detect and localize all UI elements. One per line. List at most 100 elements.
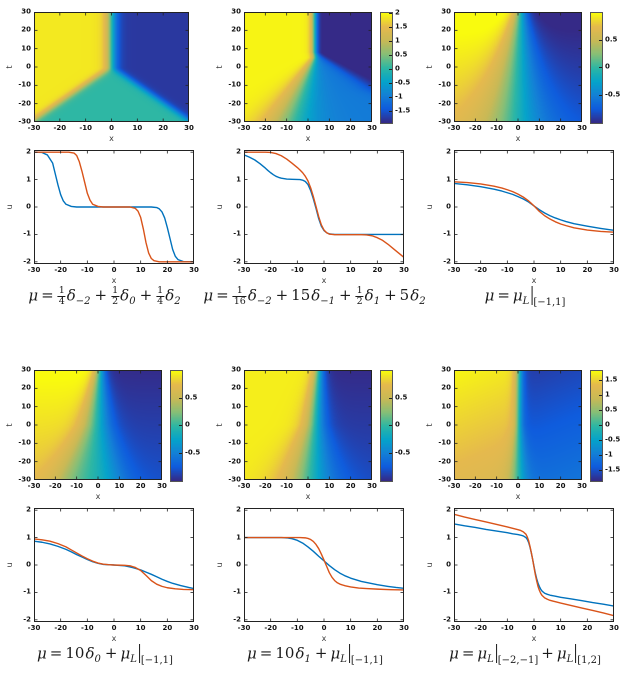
colorbar-canvas bbox=[590, 12, 603, 124]
heatmap-axes bbox=[454, 12, 582, 122]
heatmap-y-tick-label: 20 bbox=[441, 25, 451, 34]
heatmap-x-tick-label: 0 bbox=[515, 124, 521, 132]
line-x-tick-label: 30 bbox=[609, 624, 619, 632]
line-x-tick-label: 20 bbox=[372, 266, 383, 274]
fraction-denominator: 4 bbox=[157, 296, 164, 308]
line-x-tick-label: 0 bbox=[111, 266, 117, 274]
line-x-tick-label: -20 bbox=[264, 266, 277, 274]
heatmap-plot bbox=[454, 370, 582, 480]
caption-subscript: L bbox=[340, 654, 347, 666]
heatmap-y-tick-label: -10 bbox=[18, 80, 31, 89]
colorbar-tick-label: 0 bbox=[605, 420, 610, 429]
heatmap-y-tick-label: -10 bbox=[228, 438, 241, 447]
colorbar-canvas bbox=[170, 370, 183, 482]
colorbar-tick-mark bbox=[599, 454, 602, 456]
heatmap-x-tick-label: 20 bbox=[345, 124, 356, 132]
line-x-tick-label: 10 bbox=[345, 624, 356, 632]
heatmap-y-tick-label: 0 bbox=[446, 62, 451, 71]
line-y-tick-label: -2 bbox=[233, 615, 241, 624]
colorbar-tick-label: 0.5 bbox=[395, 50, 408, 59]
line-plot-svg bbox=[244, 508, 404, 622]
line-x-tick-label: -20 bbox=[264, 624, 277, 632]
series-orange-curve bbox=[34, 538, 194, 591]
line-ylabel: u bbox=[215, 204, 224, 210]
restriction-bar bbox=[348, 644, 350, 663]
colorbar-tick-mark bbox=[389, 13, 392, 15]
colorbar-tick-label: 1 bbox=[605, 390, 610, 399]
colorbar-tick-mark bbox=[599, 425, 602, 426]
caption-operator: + bbox=[339, 286, 352, 305]
caption-symbol: δ bbox=[410, 286, 420, 305]
heatmap-ylabel: t bbox=[5, 65, 14, 69]
colorbar-tick-mark bbox=[599, 67, 602, 68]
caption-symbol: μ bbox=[484, 286, 495, 305]
heatmap-x-tick-label: -30 bbox=[237, 482, 251, 490]
caption-operator: + bbox=[104, 644, 118, 663]
caption-number: 15 bbox=[291, 286, 311, 305]
fraction-numerator: 1 bbox=[111, 285, 120, 298]
heatmap-x-tick-label: 20 bbox=[135, 482, 146, 490]
line-y-tick-label: 0 bbox=[446, 202, 451, 211]
line-x-tick-label: 30 bbox=[399, 624, 409, 632]
heatmap-x-tick-label: -10 bbox=[79, 124, 92, 132]
colorbar-tick-mark bbox=[599, 469, 602, 471]
heatmap-canvas bbox=[244, 12, 372, 122]
line-x-tick-label: 0 bbox=[321, 266, 327, 274]
heatmap-x-tick-label: 10 bbox=[534, 482, 545, 490]
heatmap-x-tick-label: 30 bbox=[157, 482, 167, 490]
panel-caption: μ = 10δ0 + μL [−1,1] bbox=[37, 644, 173, 666]
line-y-tick-label: 0 bbox=[236, 202, 241, 211]
line-x-tick-label: 20 bbox=[582, 266, 593, 274]
line-plot bbox=[454, 150, 614, 264]
line-y-tick-label: 1 bbox=[236, 533, 241, 542]
series-orange-curve bbox=[454, 181, 614, 233]
line-plot bbox=[244, 508, 404, 622]
figure-row-1: -30 -20 -10 0 10 20 30 30 20 10 0 -10 -20 -30 x t -30 -20… bbox=[0, 4, 630, 324]
caption-symbol: μ bbox=[449, 644, 459, 663]
heatmap-y-tick-label: 20 bbox=[21, 383, 31, 392]
heatmap-y-tick-label: 30 bbox=[21, 7, 31, 16]
line-x-tick-label: 20 bbox=[372, 624, 383, 632]
panel-caption: μ = 10δ1 + μL [−1,1] bbox=[247, 644, 383, 666]
line-xlabel: x bbox=[321, 276, 327, 285]
heatmap-canvas bbox=[34, 370, 162, 480]
restriction-bar bbox=[495, 644, 497, 663]
line-xlabel: x bbox=[111, 276, 117, 285]
line-x-tick-label: 30 bbox=[609, 266, 619, 274]
line-x-tick-label: -10 bbox=[81, 624, 94, 632]
line-xlabel: x bbox=[321, 634, 327, 643]
caption-symbol: δ bbox=[364, 286, 374, 305]
figure-panel-3: -30 -20 -10 0 10 20 30 30 20 10 0 -10 -20 -30 x t 0.5 0 -0… bbox=[420, 4, 630, 324]
heatmap-y-tick-label: 10 bbox=[441, 44, 451, 53]
line-y-tick-label: 1 bbox=[446, 175, 451, 184]
heatmap-y-tick-label: -20 bbox=[18, 457, 31, 466]
caption-symbol: μ bbox=[28, 286, 39, 305]
caption-restriction: [−1,1] bbox=[530, 286, 565, 308]
restriction-subscript: [−1,1] bbox=[533, 297, 566, 309]
caption-operator: = bbox=[259, 644, 273, 663]
heatmap-x-tick-label: -20 bbox=[49, 482, 62, 490]
heatmap-y-tick-label: -10 bbox=[18, 438, 31, 447]
figure-panel-2: -30 -20 -10 0 10 20 30 30 20 10 0 -10 -20 -30 x t 2 1.5 1 0… bbox=[203, 4, 425, 324]
line-y-tick-label: -2 bbox=[443, 615, 451, 624]
caption-subscript: L bbox=[487, 654, 494, 666]
line-y-tick-label: 1 bbox=[26, 533, 31, 542]
line-y-tick-label: -2 bbox=[23, 257, 31, 266]
heatmap-y-tick-label: -20 bbox=[18, 99, 31, 108]
caption-subscript: 1 bbox=[373, 296, 381, 308]
colorbar-tick-label: -1 bbox=[395, 92, 403, 101]
caption-subscript: 2 bbox=[419, 296, 426, 308]
line-y-tick-label: -1 bbox=[443, 587, 451, 596]
line-x-tick-label: 20 bbox=[162, 266, 173, 274]
colorbar-tick-label: 0 bbox=[185, 420, 190, 429]
caption-operator: + bbox=[139, 286, 153, 305]
heatmap-plot bbox=[34, 370, 162, 480]
fraction-numerator: 1 bbox=[156, 285, 165, 298]
heatmap-x-tick-label: -10 bbox=[280, 482, 293, 490]
line-y-tick-label: 1 bbox=[236, 175, 241, 184]
caption-symbol: δ bbox=[66, 286, 76, 305]
caption-symbol: δ bbox=[311, 286, 321, 305]
colorbar-tick-mark bbox=[389, 452, 392, 454]
